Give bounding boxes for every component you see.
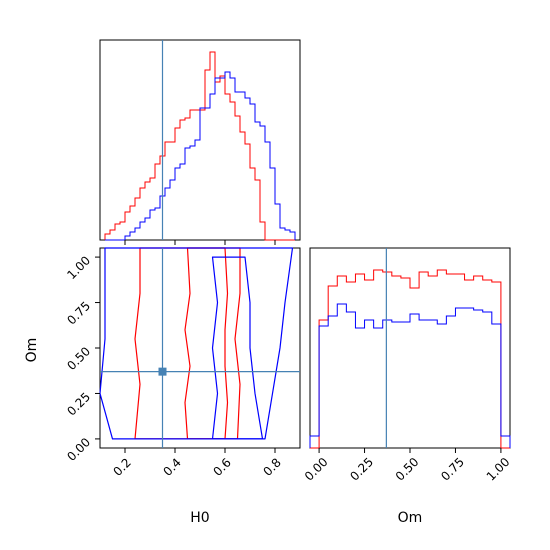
contour-ytick-label-3: 0.75	[64, 299, 93, 328]
om-xtick-label-2: 0.50	[393, 455, 422, 484]
contour-3	[99, 247, 294, 440]
hist-h0-panel	[104, 40, 296, 241]
hist-om-series-0	[310, 269, 510, 449]
contour-2	[211, 256, 264, 440]
om-xtick-label-1: 0.25	[347, 455, 376, 484]
contour-frame	[99, 247, 301, 449]
contour-0	[184, 247, 229, 440]
contour-ytick-label-0: 0.00	[64, 435, 93, 464]
xlabel-om: Om	[398, 510, 423, 526]
contour-ytick-label-2: 0.50	[64, 344, 93, 373]
contour-xtick-label-1: 0.4	[160, 455, 183, 478]
hist-h0-frame	[99, 39, 301, 241]
om-xtick-label-4: 1.00	[484, 455, 513, 484]
contour-xtick-label-0: 0.2	[110, 455, 133, 478]
hist-h0-series-0	[104, 51, 295, 241]
truth-marker	[158, 367, 167, 376]
xlabel-h0: H0	[190, 510, 209, 526]
contour-ytick-label-1: 0.25	[64, 390, 93, 419]
hist-om-panel	[309, 248, 511, 449]
hist-om-series-1	[309, 303, 511, 448]
contour-xtick-label-3: 0.8	[260, 455, 283, 478]
contour-xtick-label-2: 0.6	[210, 455, 233, 478]
hist-h0-series-1	[105, 71, 296, 241]
contour-ytick-label-4: 1.00	[64, 253, 93, 282]
ylabel-om: Om	[24, 338, 40, 363]
contour-panel	[99, 247, 300, 448]
om-xtick-label-0: 0.00	[302, 455, 331, 484]
om-xtick-label-3: 0.75	[438, 455, 467, 484]
contour-1	[134, 247, 241, 440]
